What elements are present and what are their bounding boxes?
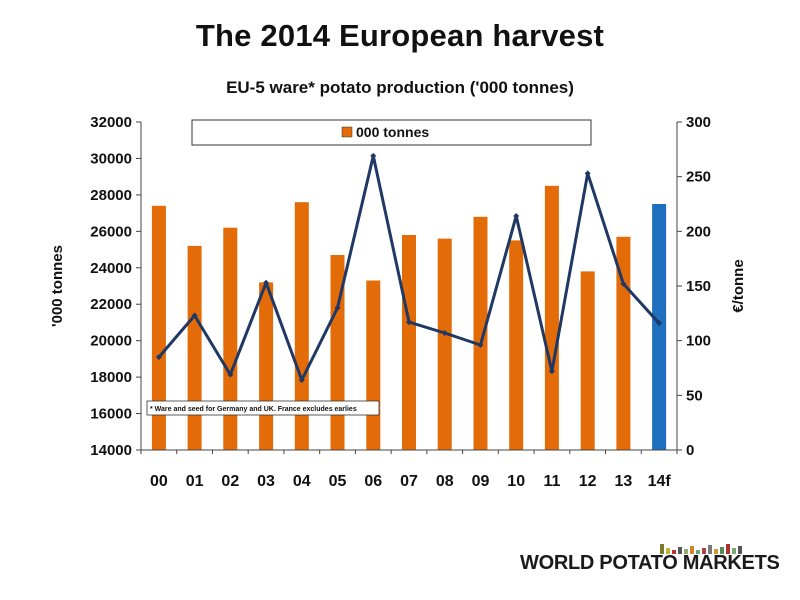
legend-box — [191, 119, 592, 146]
y-tick-label-right: 100 — [686, 333, 711, 350]
price-point-00 — [155, 354, 162, 361]
x-tick-label: 03 — [257, 473, 275, 490]
bar-08 — [437, 238, 452, 450]
bar-00 — [151, 205, 166, 450]
x-tick-label: 09 — [472, 473, 490, 490]
y-tick-label-right: 200 — [686, 223, 711, 240]
y-tick-label-right: 50 — [686, 387, 703, 404]
price-point-11 — [548, 368, 555, 375]
bar-01 — [187, 245, 202, 450]
y-tick-label-right: 0 — [686, 442, 694, 459]
x-tick-label: 06 — [364, 473, 382, 490]
chart-subtitle: EU-5 ware* potato production ('000 tonne… — [226, 78, 574, 97]
price-point-14f — [656, 320, 663, 327]
bar-02 — [223, 227, 238, 450]
x-tick-label: 12 — [579, 473, 597, 490]
bar-09 — [473, 216, 488, 450]
price-point-12 — [584, 170, 591, 177]
bar-11 — [544, 185, 559, 451]
y-tick-label-left: 30000 — [90, 150, 132, 167]
bar-10 — [509, 240, 524, 450]
price-point-01 — [191, 312, 198, 319]
bar-13 — [616, 236, 631, 450]
logo: WORLD POTATO MARKETS — [520, 534, 780, 584]
bar-12 — [580, 271, 595, 450]
legend-swatch — [341, 126, 353, 138]
x-tick-label: 11 — [543, 473, 560, 490]
price-point-13 — [620, 280, 627, 287]
y-tick-label-left: 16000 — [90, 406, 132, 423]
legend-label: 000 tonnes — [356, 124, 429, 140]
price-point-08 — [441, 330, 448, 337]
note-box — [146, 400, 380, 416]
y-tick-label-left: 28000 — [90, 187, 132, 204]
bar-06 — [366, 280, 381, 450]
x-tick-label: 08 — [436, 473, 454, 490]
x-tick-label: 07 — [400, 473, 418, 490]
y-axis-title-left: '000 tonnes — [49, 245, 66, 327]
bar-03 — [259, 282, 274, 450]
x-tick-label: 13 — [615, 473, 633, 490]
price-point-09 — [477, 342, 484, 349]
x-tick-label: 04 — [293, 473, 311, 490]
x-tick-label: 00 — [150, 473, 168, 490]
x-tick-label: 01 — [186, 473, 204, 490]
logo-text: WORLD POTATO MARKETS — [520, 552, 780, 574]
y-tick-label-left: 14000 — [90, 442, 132, 459]
y-tick-label-right: 250 — [686, 169, 711, 186]
price-point-10 — [513, 213, 520, 220]
price-point-02 — [227, 371, 234, 378]
bar-04 — [294, 202, 309, 450]
x-tick-label: 14f — [648, 473, 672, 490]
y-tick-label-right: 300 — [686, 114, 711, 131]
y-tick-label-left: 24000 — [90, 260, 132, 277]
footnote: * Ware and seed for Germany and UK. Fran… — [150, 406, 357, 413]
y-tick-label-left: 22000 — [90, 296, 132, 313]
price-point-05 — [334, 304, 341, 311]
y-tick-label-left: 32000 — [90, 114, 132, 131]
logo-bars-icon — [660, 536, 770, 554]
x-tick-label: 02 — [221, 473, 239, 490]
price-point-03 — [263, 279, 270, 286]
x-tick-label: 05 — [329, 473, 347, 490]
y-axis-title-right: €/tonne — [730, 259, 747, 312]
price-point-07 — [406, 319, 412, 326]
bar-14f — [652, 204, 667, 450]
bar-07 — [402, 235, 416, 450]
y-tick-label-left: 20000 — [90, 333, 132, 350]
x-tick-label: 10 — [507, 473, 525, 490]
price-point-04 — [298, 377, 305, 384]
y-tick-label-left: 18000 — [90, 369, 132, 386]
y-tick-label-right: 150 — [686, 278, 711, 295]
y-tick-label-left: 26000 — [90, 223, 132, 240]
price-point-06 — [370, 152, 377, 159]
page-title: The 2014 European harvest — [195, 18, 605, 53]
